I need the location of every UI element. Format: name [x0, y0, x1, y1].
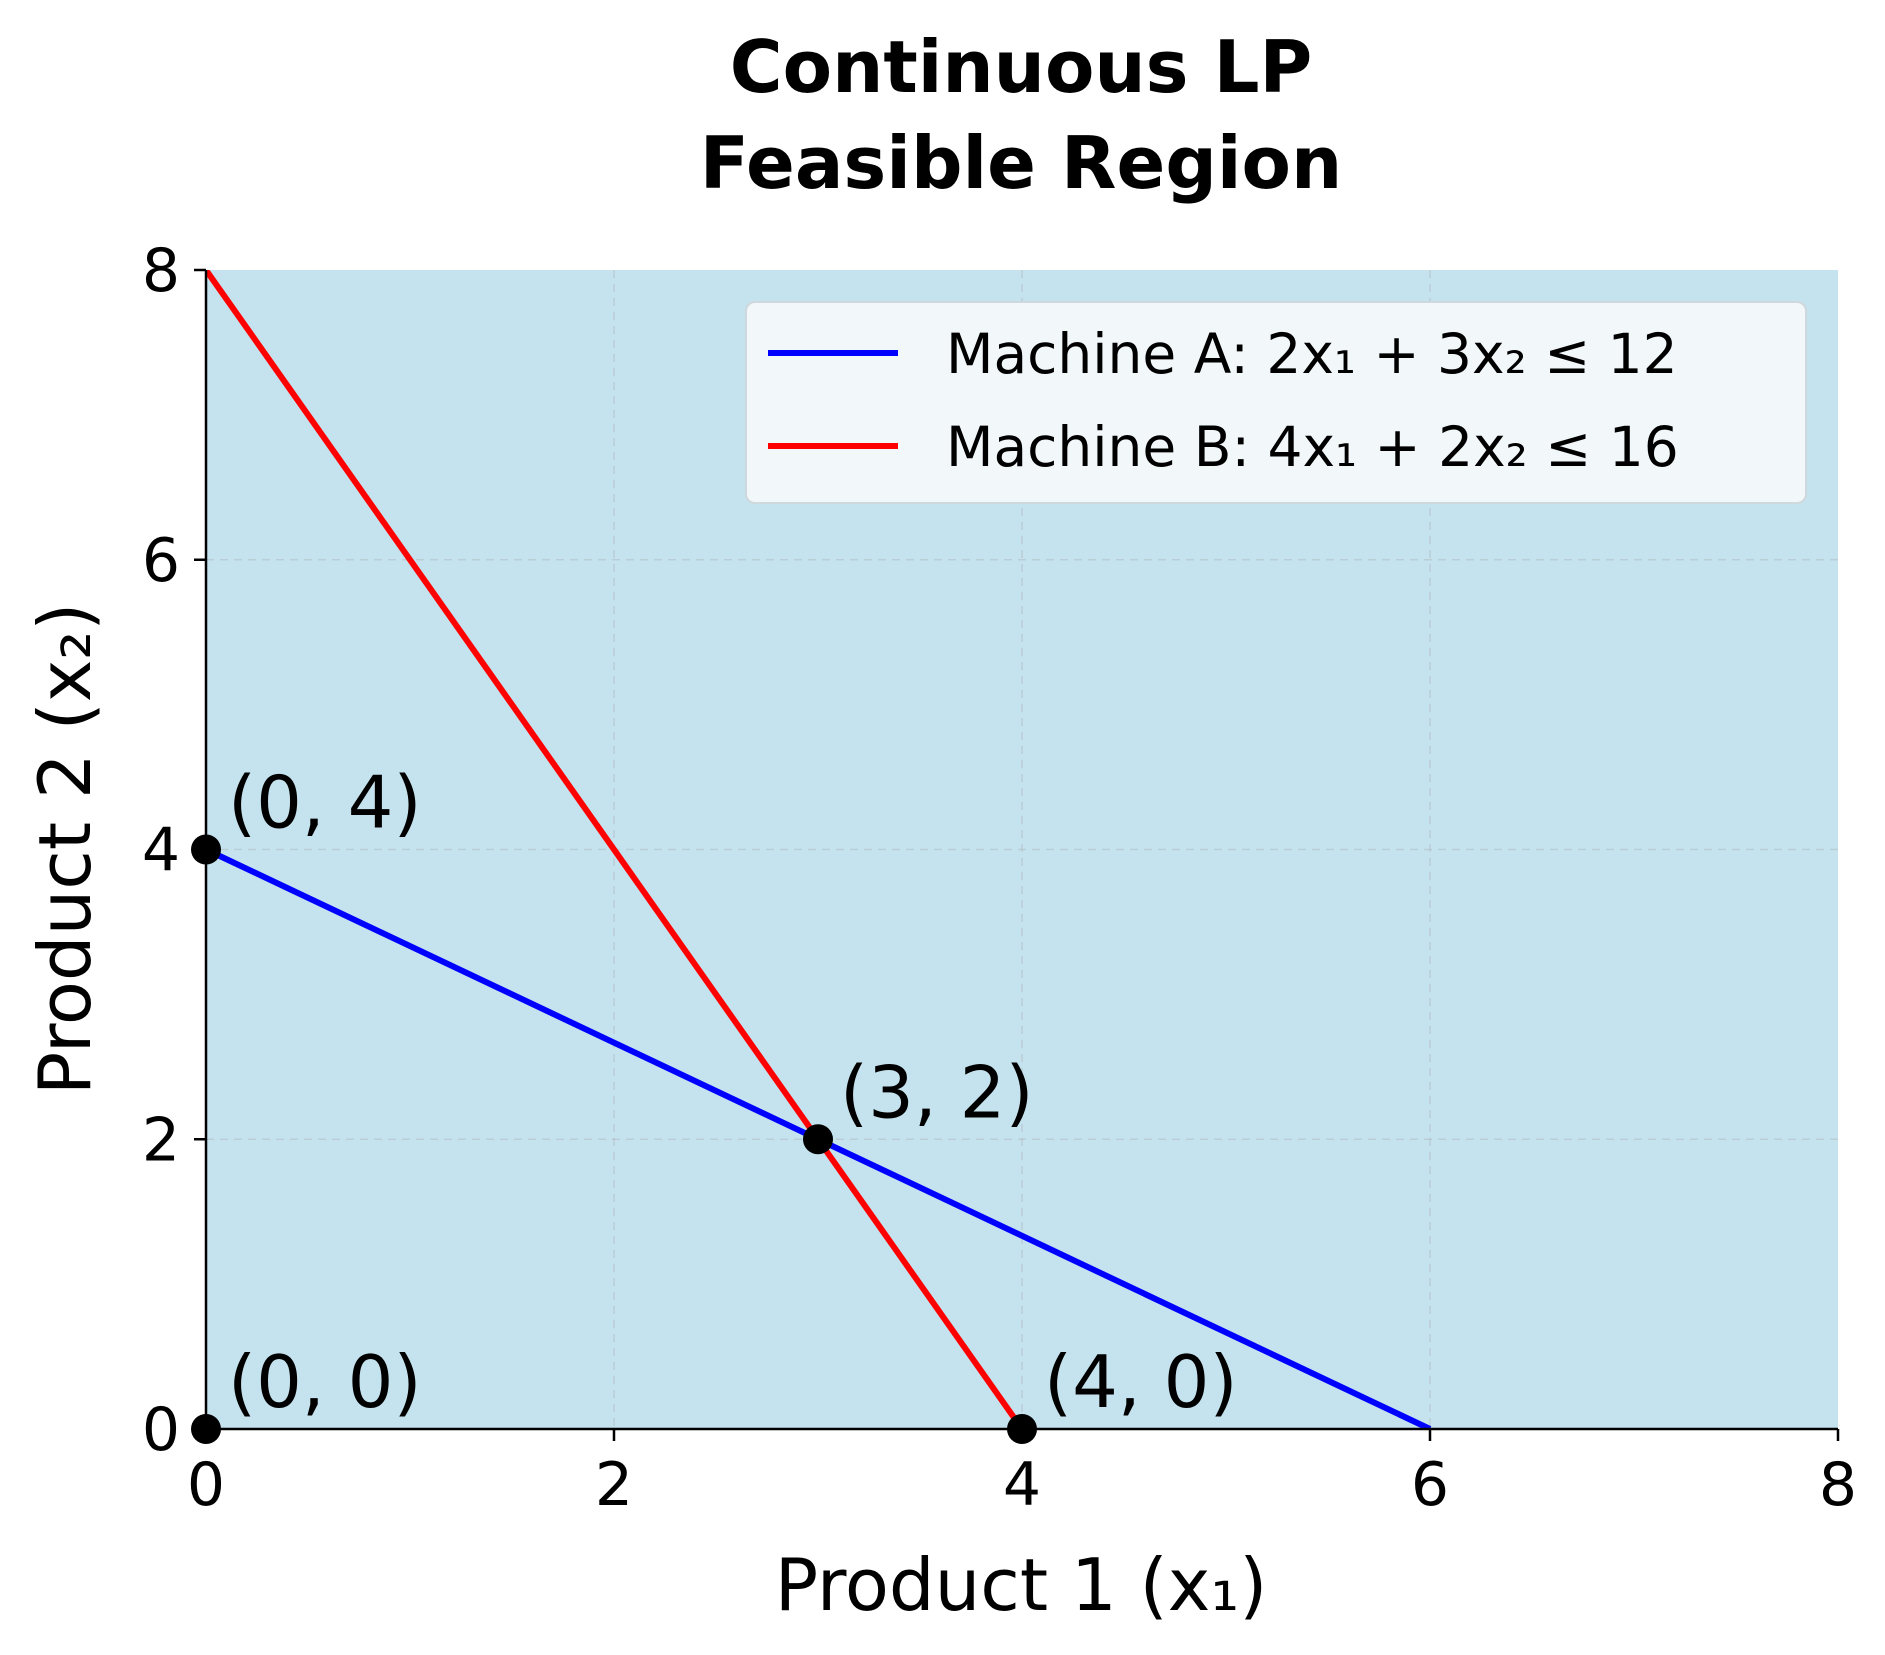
x-tick-label-4: 8	[1819, 1450, 1857, 1520]
legend-box	[745, 301, 1807, 504]
x-axis-label: Product 1 (x₁)	[775, 1543, 1268, 1627]
legend-label-machine-a: Machine A: 2x₁ + 3x₂ ≤ 12	[946, 322, 1678, 386]
x-tick-label-2: 4	[1003, 1450, 1041, 1520]
vertex-label-1: (0, 4)	[228, 761, 422, 845]
y-tick-label-1: 2	[142, 1105, 180, 1175]
series-line-1	[206, 270, 1025, 1429]
vertex-point-1	[191, 834, 221, 865]
y-axis-label: Product 2 (x₂)	[23, 603, 107, 1096]
vertex-labels: (0, 0) (0, 4) (3, 2) (4, 0)	[228, 761, 1238, 1425]
vertex-points	[191, 834, 1037, 1444]
chart-title-line-2: Feasible Region	[700, 121, 1343, 205]
x-tick-label-3: 6	[1411, 1450, 1449, 1520]
vertex-point-3	[1007, 1414, 1037, 1444]
chart-title-line-1: Continuous LP	[730, 25, 1312, 109]
vertex-point-0	[191, 1414, 221, 1444]
y-tick-label-0: 0	[142, 1395, 180, 1465]
y-tick-label-2: 4	[142, 816, 180, 886]
vertex-label-0: (0, 0)	[228, 1340, 422, 1424]
x-tick-label-0: 0	[187, 1450, 225, 1520]
y-tick-label-3: 6	[142, 526, 180, 596]
vertex-label-3: (4, 0)	[1044, 1340, 1238, 1424]
axis-ticks: 0 2 4 6 8 0 2 4 6 8	[142, 236, 1857, 1520]
legend-label-machine-b: Machine B: 4x₁ + 2x₂ ≤ 16	[946, 415, 1679, 479]
legend: Machine A: 2x₁ + 3x₂ ≤ 12 Machine B: 4x₁…	[745, 301, 1807, 504]
vertex-label-2: (3, 2)	[840, 1050, 1034, 1134]
x-tick-label-1: 2	[595, 1450, 633, 1520]
vertex-point-2	[803, 1124, 833, 1155]
y-tick-label-4: 8	[142, 236, 180, 306]
